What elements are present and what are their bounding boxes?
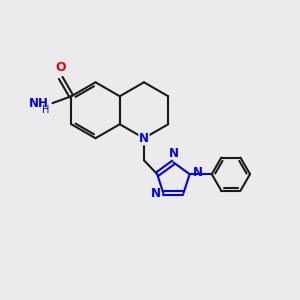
Text: N: N — [150, 187, 161, 200]
Text: NH: NH — [29, 97, 49, 110]
Text: N: N — [168, 147, 178, 160]
Text: N: N — [193, 166, 202, 179]
Text: H: H — [42, 105, 49, 115]
Text: O: O — [56, 61, 66, 74]
Text: N: N — [139, 132, 149, 145]
